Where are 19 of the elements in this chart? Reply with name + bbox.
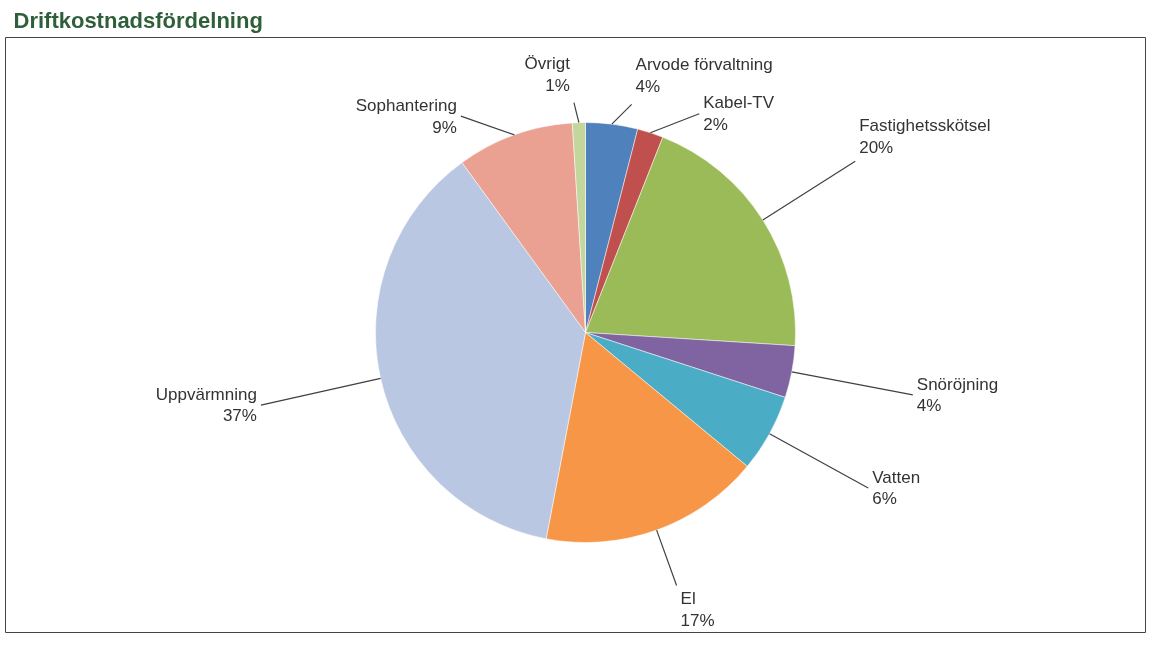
data-label: 9% (432, 117, 457, 137)
data-label: 4% (916, 396, 942, 416)
slice-label: El (680, 589, 696, 609)
slice-label: Fastighetsskötsel (859, 116, 991, 136)
data-label: 2% (703, 115, 728, 135)
slice-label: Arvode förvaltning (635, 55, 773, 75)
data-label: 37% (222, 406, 257, 426)
slice-label: Sophantering (355, 95, 457, 115)
data-label: 17% (680, 611, 715, 631)
chart-title: Driftkostnadsfördelning (13, 7, 263, 33)
data-label: 6% (872, 489, 897, 509)
slice-label: Kabel-TV (703, 93, 775, 113)
data-label: 4% (635, 77, 661, 97)
data-label: 1% (545, 75, 570, 95)
slice-label: Uppvärmning (155, 384, 257, 404)
data-label: 20% (859, 138, 894, 158)
slice-label: Vatten (872, 467, 921, 487)
slice-label: Övrigt (524, 53, 571, 73)
slice-label: Snöröjning (916, 374, 999, 394)
